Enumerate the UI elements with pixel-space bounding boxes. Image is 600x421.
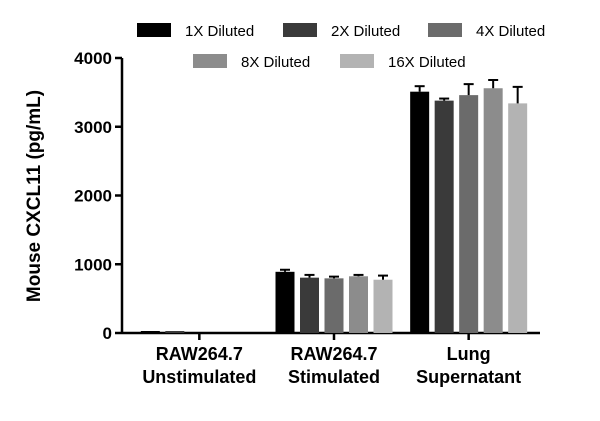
bar-8x-diluted <box>349 276 368 333</box>
bar-16x-diluted <box>508 103 528 333</box>
legend-swatch <box>428 23 462 37</box>
legend-label: 2X Diluted <box>331 23 400 40</box>
x-tick-label: Unstimulated <box>142 367 256 387</box>
x-axis: RAW264.7 Unstimulated RAW264.7 Stimulated Lu… <box>122 331 540 387</box>
y-tick-label: 0 <box>103 324 112 343</box>
bar-1x-diluted <box>140 331 160 333</box>
x-tick-label: RAW264.7 <box>290 344 377 364</box>
bars <box>140 79 528 333</box>
x-tick-label: Supernatant <box>416 367 521 387</box>
x-tick-label: Stimulated <box>288 367 380 387</box>
bar-2x-diluted <box>165 331 185 333</box>
legend-swatch <box>340 54 374 68</box>
y-axis-title: Mouse CXCL11 (pg/mL) <box>24 90 45 302</box>
legend-label: 8X Diluted <box>241 54 310 71</box>
bar-8x-diluted <box>483 88 503 333</box>
bar-4x-diluted <box>324 278 344 333</box>
y-axis: 0 1000 2000 3000 4000 <box>74 49 124 343</box>
legend-swatch <box>193 54 227 68</box>
legend-swatch <box>137 23 171 37</box>
bar-4x-diluted <box>459 95 479 333</box>
legend-label: 1X Diluted <box>185 23 254 40</box>
y-tick-label: 4000 <box>74 49 112 68</box>
legend: 1X Diluted 2X Diluted 4X Diluted 8X Diluted… <box>137 23 545 71</box>
bar-2x-diluted <box>434 100 454 333</box>
y-tick-label: 1000 <box>74 255 112 274</box>
bar-1x-diluted <box>275 271 295 333</box>
legend-label: 4X Diluted <box>476 23 545 40</box>
y-tick-label: 2000 <box>74 187 112 206</box>
x-tick-label: Lung <box>447 344 491 364</box>
legend-swatch <box>283 23 317 37</box>
bar-16x-diluted <box>373 279 393 333</box>
legend-label: 16X Diluted <box>388 54 466 71</box>
y-tick-label: 3000 <box>74 118 112 137</box>
bar-2x-diluted <box>300 277 319 333</box>
bar-1x-diluted <box>410 91 430 333</box>
x-tick-label: RAW264.7 <box>156 344 243 364</box>
